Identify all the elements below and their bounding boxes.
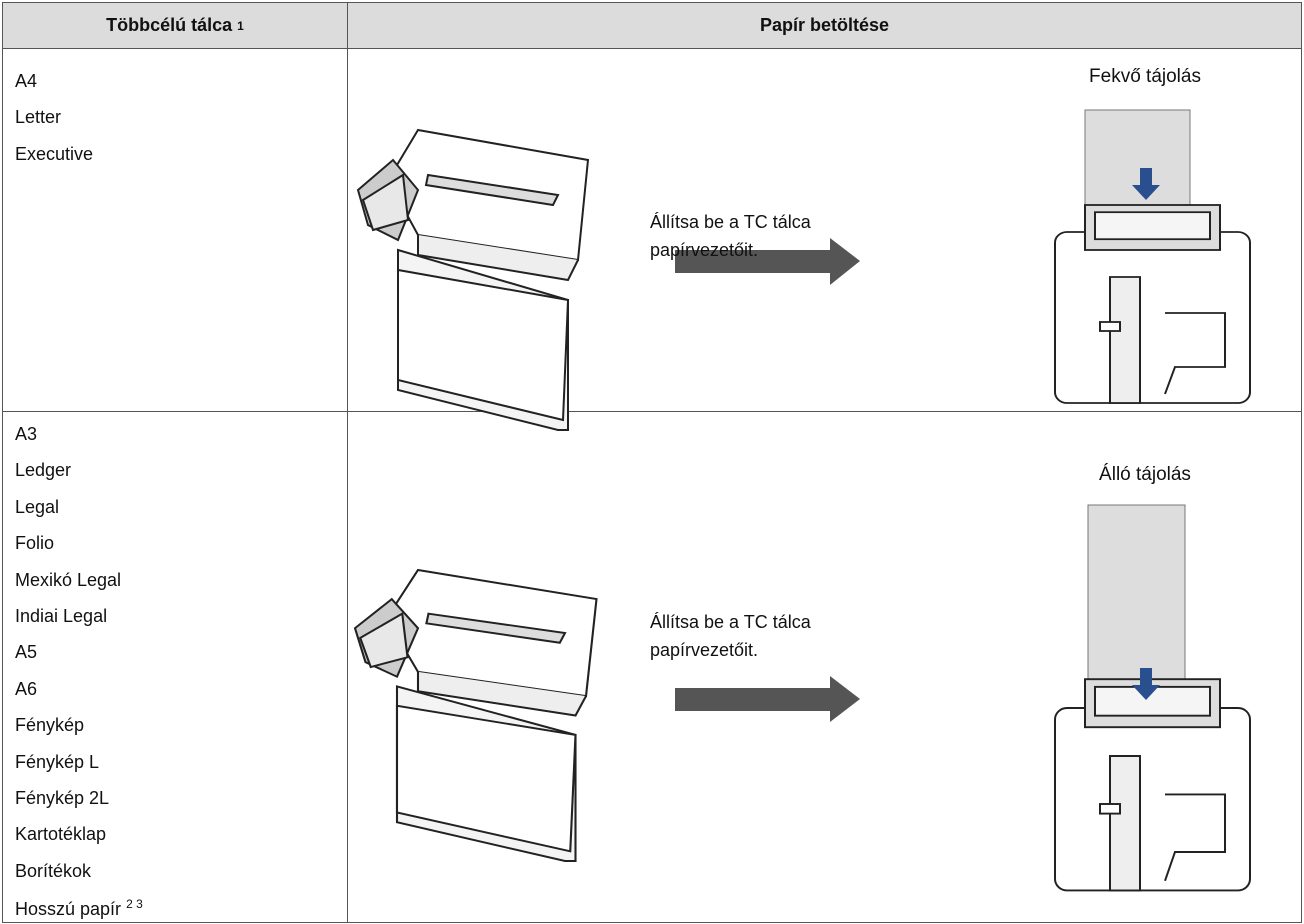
size-text: Fénykép L (15, 751, 100, 772)
size-text: Kartotéklap (15, 824, 107, 845)
size-text: Fénykép (15, 715, 85, 736)
size-item: A4 (15, 71, 37, 92)
size-text: A4 (15, 71, 38, 91)
footnote-ref: 1 (237, 18, 244, 33)
size-item: Legal (15, 497, 59, 518)
size-item: Fénykép L (15, 752, 99, 773)
size-item: A5 (15, 642, 37, 663)
size-item: A6 (15, 679, 37, 700)
size-text: A3 (15, 424, 38, 444)
size-text: Ledger (15, 460, 72, 481)
size-text: A5 (15, 642, 38, 663)
size-text: Fénykép 2L (15, 788, 110, 808)
size-item: Kartotéklap (15, 824, 106, 845)
loading-cell (347, 411, 1302, 923)
orientation-label: Fekvő tájolás (1089, 66, 1201, 87)
size-text: A6 (15, 678, 38, 699)
size-item: Indiai Legal (15, 606, 107, 627)
size-text: Letter (15, 107, 62, 128)
header-text: Többcélú tálca (106, 15, 233, 35)
size-item: A3 (15, 424, 37, 445)
size-text: Mexikó Legal (15, 569, 122, 590)
size-item: Hosszú papír 2 3 (15, 897, 143, 920)
size-item: Folio (15, 533, 54, 554)
instruction: Állítsa be a TC tálca papírvezetőit. (650, 212, 811, 260)
size-text: Indiai Legal (15, 606, 108, 626)
size-item: Borítékok (15, 861, 91, 882)
orientation-label: Álló tájolás (1099, 464, 1191, 485)
size-text: Executive (15, 143, 94, 164)
size-item: Ledger (15, 460, 71, 481)
size-item: Mexikó Legal (15, 570, 121, 591)
size-item: Letter (15, 107, 61, 128)
size-text: Hosszú papír (15, 899, 122, 920)
size-text: Borítékok (15, 860, 92, 881)
instruction: Állítsa be a TC tálca papírvezetőit. (650, 612, 811, 660)
size-item: Executive (15, 144, 93, 165)
size-text: Legal (15, 496, 60, 517)
header-text: Papír betöltése (759, 15, 890, 35)
header-cell: Többcélú tálca 1 (2, 2, 348, 49)
size-item: Fénykép (15, 715, 84, 736)
size-text: Folio (15, 533, 55, 554)
size-item: Fénykép 2L (15, 788, 109, 809)
size-cell: A3 Ledger Legal Folio Mexikó Legal Indiai Leg… (2, 411, 348, 923)
footnote-ref: 2 3 (126, 897, 143, 912)
